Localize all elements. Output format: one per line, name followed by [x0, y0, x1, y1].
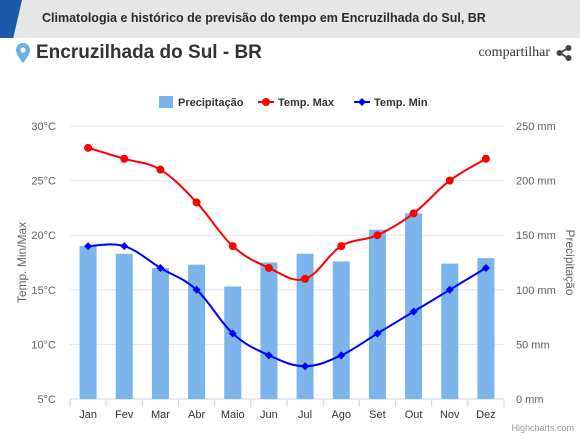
y-right-tick-label: 100 mm — [516, 285, 556, 297]
x-tick-label: Jul — [298, 409, 312, 421]
temp-min-point[interactable] — [373, 329, 382, 338]
temp-max-point[interactable] — [120, 154, 129, 163]
precip-bar[interactable] — [405, 213, 423, 399]
share-icon — [556, 45, 572, 61]
temp-max-point[interactable] — [228, 242, 237, 251]
precip-bar[interactable] — [188, 264, 206, 399]
precip-bar[interactable] — [260, 262, 278, 400]
precip-bar[interactable] — [151, 267, 169, 399]
precip-bar[interactable] — [441, 263, 459, 399]
legend-tmin-marker — [358, 98, 366, 106]
y-left-tick-label: 15°C — [31, 285, 56, 297]
x-tick-label: Mar — [151, 409, 170, 421]
x-tick-label: Ago — [331, 409, 351, 421]
y-right-tick-label: 0 mm — [516, 394, 544, 406]
header-accent — [0, 0, 22, 38]
climate-chart: 5°C 10°C 15°C 20°C 25°C 30°C 0 mm 50 mm 100 mm 15… — [15, 96, 577, 433]
header-bar: Climatologia e histórico de previsão do … — [0, 0, 580, 38]
precip-bar[interactable] — [224, 286, 242, 399]
map-pin-icon — [16, 43, 30, 63]
precip-bar[interactable] — [296, 253, 314, 399]
temp-max-point[interactable] — [373, 231, 382, 240]
temp-min-point[interactable] — [337, 351, 346, 360]
y-right-tick-label: 250 mm — [516, 121, 556, 133]
x-tick-label: Nov — [440, 409, 460, 421]
y-left-tick-label: 30°C — [31, 121, 56, 133]
y-right-axis-title: Precipitação — [563, 229, 577, 295]
share-label: compartilhar — [478, 45, 550, 60]
temp-min-point[interactable] — [156, 263, 165, 272]
precip-bar[interactable] — [477, 258, 495, 399]
temp-max-point[interactable] — [264, 263, 273, 272]
y-right-tick-label: 200 mm — [516, 176, 556, 188]
legend-precip-swatch — [159, 96, 173, 108]
legend-tmax-label: Temp. Max — [278, 97, 335, 109]
location-row: Encruzilhada do Sul - BR — [16, 42, 262, 64]
x-tick-label: Fev — [115, 409, 134, 421]
highcharts-credits-link[interactable]: Highcharts.com — [511, 423, 574, 433]
legend-precip-label: Precipitação — [178, 97, 244, 109]
temp-max-point[interactable] — [445, 176, 454, 185]
share-button[interactable]: compartilhar — [478, 42, 572, 64]
y-left-tick-label: 20°C — [31, 230, 56, 242]
y-left-tick-label: 5°C — [38, 394, 57, 406]
y-right-tick-label: 50 mm — [516, 339, 550, 351]
x-tick-label: Jan — [79, 409, 97, 421]
temp-min-point[interactable] — [301, 362, 310, 371]
temp-min-point[interactable] — [445, 285, 454, 294]
temp-max-point[interactable] — [156, 165, 165, 174]
precip-bar[interactable] — [115, 253, 133, 399]
temp-min-line — [88, 243, 487, 368]
legend-tmin-label: Temp. Min — [374, 97, 428, 109]
temp-min-point[interactable] — [192, 285, 201, 294]
temp-min-point[interactable] — [84, 242, 93, 251]
x-tick-label: Maio — [221, 409, 245, 421]
temp-max-point[interactable] — [337, 242, 346, 251]
temp-max-point[interactable] — [192, 198, 201, 207]
y-right-tick-label: 150 mm — [516, 230, 556, 242]
x-tick-label: Dez — [476, 409, 496, 421]
temp-min-point[interactable] — [481, 263, 490, 272]
page-header-title: Climatologia e histórico de previsão do … — [42, 11, 486, 25]
x-tick-label: Jun — [260, 409, 278, 421]
legend-tmax-marker — [262, 98, 270, 106]
x-tick-label: Abr — [188, 409, 205, 421]
y-left-axis-title: Temp. Min/Max — [15, 222, 29, 303]
x-tick-label: Out — [405, 409, 423, 421]
temp-max-point[interactable] — [84, 143, 93, 152]
temp-min-point[interactable] — [228, 329, 237, 338]
x-tick-label: Set — [369, 409, 386, 421]
precip-bar[interactable] — [368, 229, 386, 399]
temp-min-point[interactable] — [409, 307, 418, 316]
temp-max-point[interactable] — [481, 154, 490, 163]
temp-max-point[interactable] — [301, 274, 310, 283]
temp-min-point[interactable] — [120, 242, 129, 251]
y-left-tick-label: 10°C — [31, 339, 56, 351]
location-title: Encruzilhada do Sul - BR — [36, 42, 262, 63]
y-left-tick-label: 25°C — [31, 176, 56, 188]
temp-min-point[interactable] — [264, 351, 273, 360]
precip-bar[interactable] — [332, 261, 350, 399]
temp-max-point[interactable] — [409, 209, 418, 218]
precip-bar[interactable] — [79, 246, 97, 399]
